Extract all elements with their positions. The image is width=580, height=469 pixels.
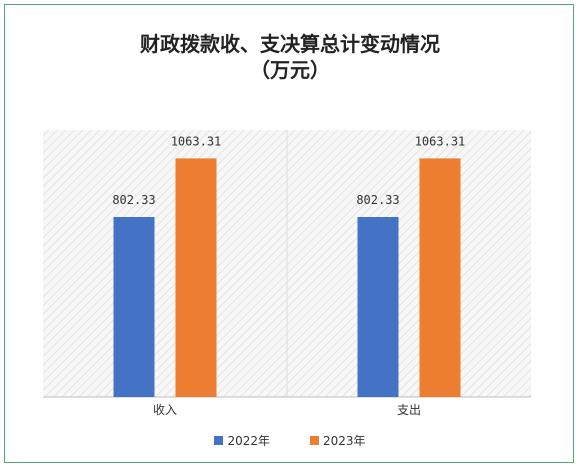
chart-title: 财政拨款收、支决算总计变动情况 bbox=[140, 32, 440, 56]
data-label-2023年-支出: 1063.31 bbox=[415, 134, 466, 148]
bar-2023年-收入 bbox=[175, 158, 217, 397]
legend-label-2022: 2022年 bbox=[227, 434, 270, 448]
data-label-2023年-收入: 1063.31 bbox=[171, 134, 222, 148]
legend-swatch-2022 bbox=[214, 436, 224, 445]
x-tick-label-收入: 收入 bbox=[153, 403, 177, 417]
legend-item-2022: 2022年 bbox=[214, 432, 270, 449]
data-label-2022年-收入: 802.33 bbox=[112, 193, 155, 207]
legend-label-2023: 2023年 bbox=[323, 434, 366, 448]
bar-2022年-收入 bbox=[113, 217, 155, 397]
bar-2022年-支出 bbox=[357, 217, 399, 397]
data-label-2022年-支出: 802.33 bbox=[356, 193, 399, 207]
x-tick-label-支出: 支出 bbox=[397, 403, 421, 417]
chart-subtitle: （万元） bbox=[250, 58, 330, 82]
bar-2023年-支出 bbox=[419, 158, 461, 397]
legend: 2022年 2023年 bbox=[0, 432, 580, 449]
legend-item-2023: 2023年 bbox=[310, 432, 366, 449]
legend-swatch-2023 bbox=[310, 436, 319, 445]
